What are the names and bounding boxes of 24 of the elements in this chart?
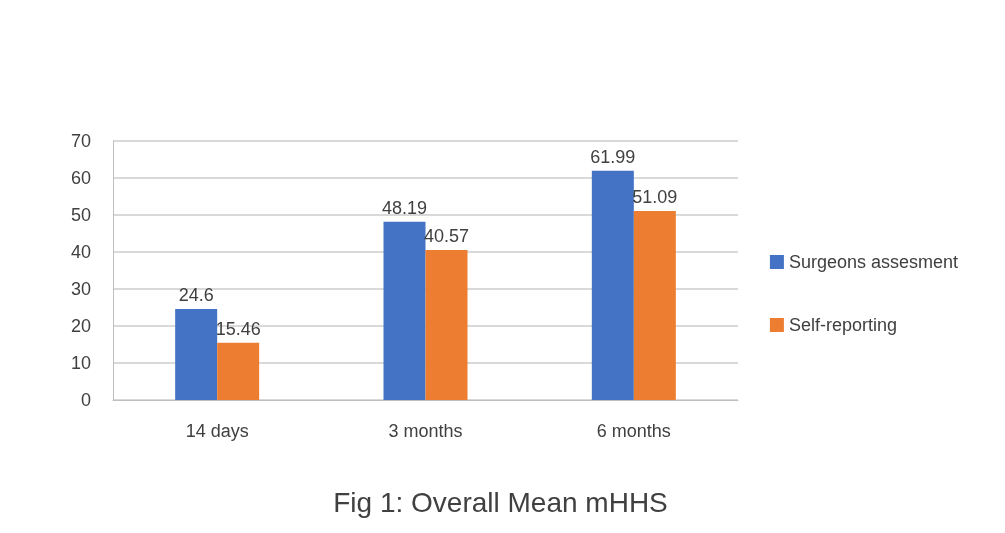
data-label: 61.99 [590,146,636,167]
bar [591,170,634,400]
legend-label: Self-reporting [788,315,897,335]
data-label: 48.19 [381,197,428,218]
x-tick-label: 3 months [388,421,463,441]
y-tick-label: 40 [70,242,91,262]
y-tick-label: 20 [70,316,91,336]
x-tick-label: 14 days [185,421,249,441]
bar [425,249,468,400]
y-tick-label: 50 [70,205,91,225]
text: Fig 1: Overall Mean mHHS [333,486,668,518]
data-label: 15.46 [215,318,261,339]
bar [633,210,676,400]
y-tick-label: 70 [70,131,91,151]
data-label: 24.6 [178,284,214,305]
legend-label: Surgeons assesment [788,252,958,272]
x-tick-label: 6 months [596,421,671,441]
y-tick-label: 10 [70,353,91,373]
y-tick-label: 0 [80,390,91,410]
bar [217,342,260,400]
bar [175,308,218,400]
y-tick-label: 60 [70,168,91,188]
y-tick-label: 30 [70,279,91,299]
bar [383,221,426,400]
